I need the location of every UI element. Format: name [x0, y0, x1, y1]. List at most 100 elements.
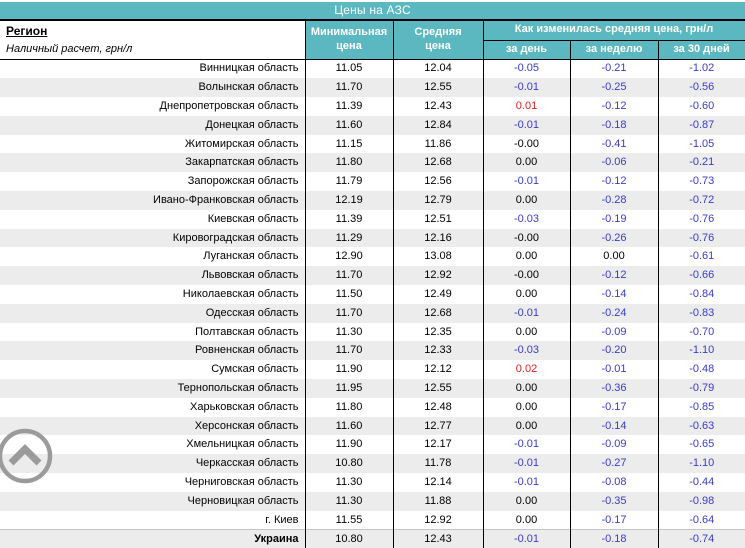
change-day-cell: 0.00: [482, 510, 570, 530]
change-day-cell: 0.00: [482, 397, 570, 417]
table-row: Херсонская область 11.60 12.77 0.00 -0.14 -0.…: [0, 416, 745, 436]
change-30days-cell: -1.02: [657, 59, 745, 79]
change-week-cell: -0.12: [569, 97, 658, 116]
change-30days-cell: -0.85: [657, 397, 745, 417]
avg-price-cell: 12.12: [392, 360, 483, 380]
region-name-cell: Украина: [0, 529, 305, 548]
change-day-cell: -0.01: [482, 435, 570, 455]
change-30days-cell: -0.79: [657, 379, 745, 398]
price-table-header: Регион Наличный расчет, грн/л Минимальна…: [0, 21, 745, 60]
avg-price-cell: 12.33: [392, 341, 483, 361]
region-name-cell: Сумская область: [211, 363, 299, 376]
table-title-bar: Цены на АЗС: [0, 0, 745, 21]
region-name-cell: Львовская область: [201, 269, 299, 282]
region-name-cell: Луганская область: [203, 250, 299, 263]
change-30days-column-header: за 30 дней: [657, 40, 745, 60]
change-30days-cell: -0.72: [657, 191, 745, 210]
min-price-cell: 11.80: [304, 397, 393, 417]
region-name-cell: г. Киев: [265, 513, 299, 526]
table-row: Черновицкая область 11.30 11.88 0.00 -0.35 -0…: [0, 491, 745, 511]
table-row: Запорожская область 11.79 12.56 -0.01 -0.12-…: [0, 172, 745, 192]
region-name-cell: Херсонская область: [194, 419, 299, 432]
min-price-cell: 11.05: [304, 59, 393, 79]
table-row: Житомирская область 11.15 11.86 -0.00 -0.41-…: [0, 134, 745, 154]
change-30days-cell: -0.44: [657, 473, 745, 492]
change-week-cell: -0.25: [569, 78, 658, 98]
avg-price-cell: 12.77: [392, 416, 483, 436]
change-day-cell: -0.03: [482, 341, 570, 361]
fuel-price-table: Регион Наличный расчет, грн/л Минимальна…: [0, 21, 745, 548]
change-30days-cell: -1.05: [657, 134, 745, 154]
avg-price-cell: 12.92: [392, 510, 483, 530]
region-name-cell: Тернопольская область: [177, 381, 299, 394]
scroll-to-top-button[interactable]: [0, 427, 54, 485]
table-row: Киевская область 11.39 12.51 -0.03 -0.19 -0.7…: [0, 209, 745, 229]
avg-price-cell: 12.68: [392, 303, 483, 323]
avg-price-cell: 12.56: [392, 172, 483, 192]
min-price-cell: 11.30: [304, 322, 393, 342]
change-day-cell: 0.00: [482, 247, 570, 267]
change-day-cell: -0.01: [482, 78, 570, 98]
change-group-header: Как изменилась средняя цена, грн/л: [482, 21, 745, 41]
min-price-cell: 12.19: [304, 191, 393, 210]
min-price-cell: 11.95: [304, 379, 393, 398]
change-day-cell: 0.00: [482, 285, 570, 304]
table-row: Черкасская область 10.80 11.78 -0.01 -0.27 -1…: [0, 454, 745, 474]
change-week-cell: 0.00: [569, 247, 658, 267]
change-30days-cell: -0.66: [657, 266, 745, 286]
table-row: Николаевская область 11.50 12.49 0.00 -0.14-…: [0, 285, 745, 304]
table-row: Черниговская область 11.30 12.14 -0.01 -0.08…: [0, 473, 745, 492]
change-30days-cell: -0.61: [657, 247, 745, 267]
change-day-cell: -0.00: [482, 266, 570, 286]
change-day-cell: -0.05: [482, 59, 570, 79]
change-day-cell: 0.02: [482, 360, 570, 380]
min-price-cell: 11.90: [304, 360, 393, 380]
change-week-cell: -0.19: [569, 209, 658, 229]
change-30days-cell: -0.64: [657, 510, 745, 530]
table-row-total: Украина 10.80 12.43 -0.01 -0.18 -0.74: [0, 529, 745, 548]
min-price-cell: 11.39: [304, 209, 393, 229]
change-week-cell: -0.17: [569, 397, 658, 417]
avg-price-cell: 12.35: [392, 322, 483, 342]
change-30days-cell: -0.70: [657, 322, 745, 342]
avg-price-cell: 11.78: [392, 454, 483, 474]
region-name-cell: Харьковская область: [190, 400, 299, 413]
region-name-cell: Николаевская область: [182, 287, 299, 300]
avg-price-cell: 12.51: [392, 209, 483, 229]
change-week-cell: -0.27: [569, 454, 658, 474]
table-row: Хмельницкая область 11.90 12.17 -0.01 -0.09-…: [0, 435, 745, 455]
region-name-cell: Запорожская область: [187, 175, 299, 188]
avg-price-cell: 13.08: [392, 247, 483, 267]
chevron-up-icon: [0, 428, 53, 484]
avg-price-cell: 12.92: [392, 266, 483, 286]
region-name-cell: Черновицкая область: [187, 494, 299, 507]
table-row: Луганская область 12.90 13.08 0.00 0.00 -0.61: [0, 247, 745, 267]
change-day-cell: 0.00: [482, 191, 570, 210]
change-day-cell: -0.00: [482, 134, 570, 154]
table-row: Днепропетровская область 11.39 12.43 0.01 -0…: [0, 97, 745, 116]
region-name-cell: Волынская область: [198, 81, 299, 94]
avg-price-cell: 12.43: [392, 97, 483, 116]
min-price-cell: 11.60: [304, 416, 393, 436]
change-30days-cell: -0.98: [657, 491, 745, 511]
region-column-header[interactable]: Регион: [6, 24, 48, 38]
avg-price-column-header: Средняя цена: [392, 21, 484, 60]
change-day-cell: -0.01: [482, 303, 570, 323]
change-week-cell: -0.12: [569, 172, 658, 192]
payment-type-label: Наличный расчет, грн/л: [6, 43, 133, 55]
min-price-cell: 11.79: [304, 172, 393, 192]
change-week-cell: -0.36: [569, 379, 658, 398]
change-week-cell: -0.21: [569, 59, 658, 79]
avg-price-cell: 12.17: [392, 435, 483, 455]
region-name-cell: Одесская область: [205, 306, 299, 319]
table-row: Полтавская область 11.30 12.35 0.00 -0.09 -0.…: [0, 322, 745, 342]
change-day-cell: -0.01: [482, 454, 570, 474]
change-week-column-header: за неделю: [569, 40, 659, 60]
region-name-cell: Киевская область: [207, 212, 299, 225]
change-week-cell: -0.26: [569, 228, 658, 248]
change-week-cell: -0.20: [569, 341, 658, 361]
region-name-cell: Полтавская область: [195, 325, 299, 338]
change-week-cell: -0.01: [569, 360, 658, 380]
table-row: Волынская область 11.70 12.55 -0.01 -0.25 -0.…: [0, 78, 745, 98]
